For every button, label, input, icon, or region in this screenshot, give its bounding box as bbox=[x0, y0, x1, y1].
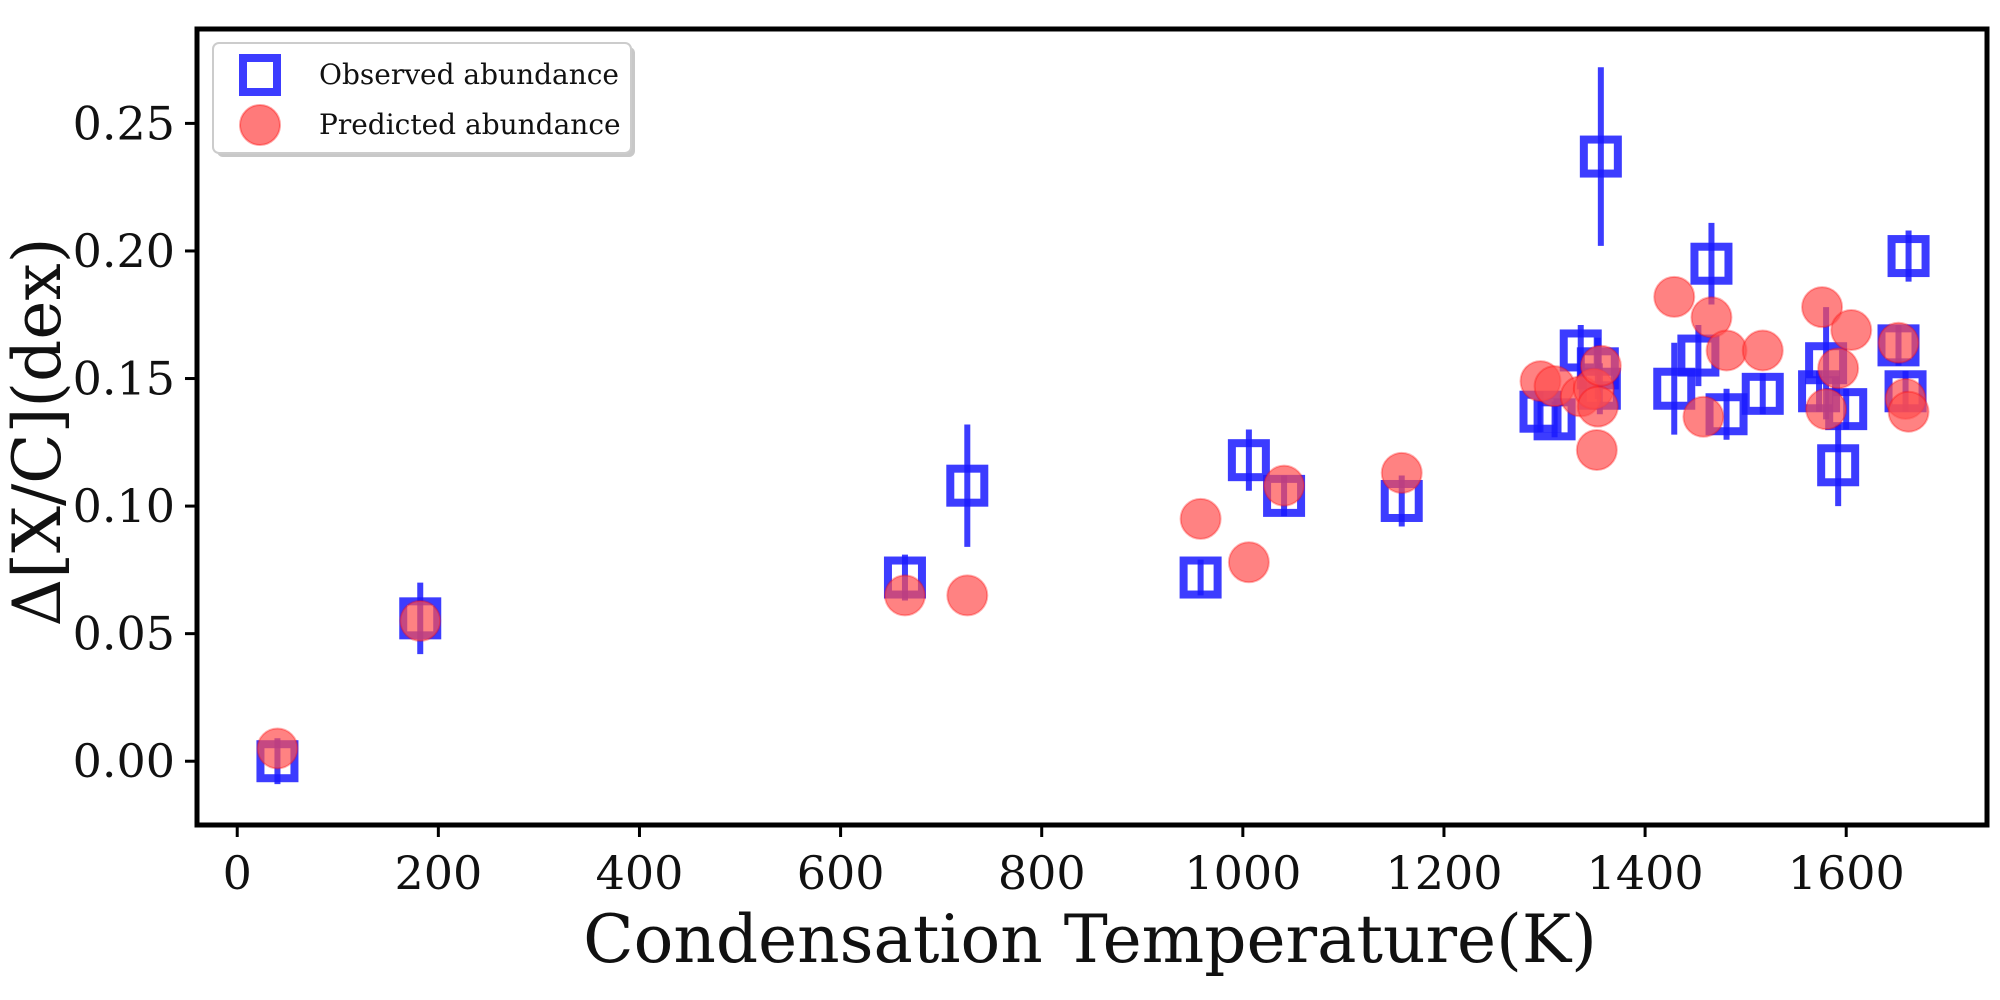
y-axis-label: Δ[X/C](dex) bbox=[0, 238, 76, 627]
observed-series bbox=[256, 67, 1930, 785]
observed-point bbox=[946, 464, 989, 507]
y-tick-label: 0.10 bbox=[73, 479, 175, 533]
y-tick-label: 0.00 bbox=[73, 734, 175, 788]
predicted-point bbox=[256, 727, 299, 770]
predicted-point bbox=[1579, 344, 1622, 387]
predicted-point bbox=[1380, 451, 1423, 494]
x-axis: 0 200 400 600 800 1000 1200 1400 1600 bbox=[223, 825, 1905, 900]
observed-point bbox=[1817, 444, 1860, 487]
y-tick-label: 0.05 bbox=[73, 607, 175, 661]
observed-point bbox=[1741, 372, 1784, 415]
x-tick-label: 1400 bbox=[1587, 846, 1704, 900]
predicted-point bbox=[946, 574, 989, 617]
predicted-point bbox=[1877, 321, 1920, 364]
x-tick-label: 1000 bbox=[1184, 846, 1301, 900]
predicted-point bbox=[399, 599, 442, 642]
observed-point bbox=[1179, 556, 1222, 599]
predicted-point bbox=[1801, 286, 1844, 329]
plot-frame bbox=[194, 26, 1990, 828]
x-tick-label: 1600 bbox=[1788, 846, 1905, 900]
y-axis: 0.00 0.05 0.10 0.15 0.20 0.25 bbox=[73, 96, 197, 788]
observed-point bbox=[1579, 135, 1622, 178]
x-tick-label: 200 bbox=[394, 846, 482, 900]
predicted-point bbox=[883, 574, 926, 617]
observed-point bbox=[1227, 439, 1270, 482]
predicted-point bbox=[1887, 390, 1930, 433]
predicted-series bbox=[256, 275, 1930, 770]
legend-label-observed: Observed abundance bbox=[319, 58, 619, 91]
predicted-point bbox=[1682, 395, 1725, 438]
legend-square-marker bbox=[239, 54, 281, 96]
predicted-point bbox=[1817, 347, 1860, 390]
y-tick-label: 0.20 bbox=[73, 224, 175, 278]
predicted-point bbox=[1263, 464, 1306, 507]
x-tick-label: 0 bbox=[223, 846, 252, 900]
legend-circle-marker bbox=[239, 104, 281, 146]
predicted-point bbox=[1653, 275, 1696, 318]
x-tick-label: 800 bbox=[998, 846, 1086, 900]
x-tick-label: 600 bbox=[797, 846, 885, 900]
x-tick-label: 1200 bbox=[1385, 846, 1502, 900]
predicted-point bbox=[1576, 385, 1619, 428]
observed-point bbox=[1653, 367, 1696, 410]
legend-label-predicted: Predicted abundance bbox=[319, 108, 621, 141]
observed-point bbox=[1887, 235, 1930, 278]
predicted-point bbox=[1741, 329, 1784, 372]
y-tick-label: 0.25 bbox=[73, 96, 175, 150]
predicted-point bbox=[1705, 329, 1748, 372]
y-tick-label: 0.15 bbox=[73, 352, 175, 406]
predicted-point bbox=[1575, 428, 1618, 471]
predicted-point bbox=[1227, 541, 1270, 584]
x-tick-label: 400 bbox=[596, 846, 684, 900]
predicted-point bbox=[1179, 497, 1222, 540]
legend-box bbox=[212, 42, 632, 154]
predicted-point bbox=[1805, 388, 1848, 431]
x-axis-label: Condensation Temperature(K) bbox=[583, 901, 1597, 978]
legend: Observed abundance Predicted abundance bbox=[212, 42, 635, 157]
predicted-point bbox=[1830, 309, 1873, 352]
predicted-point bbox=[1690, 296, 1733, 339]
observed-point bbox=[1690, 242, 1733, 285]
